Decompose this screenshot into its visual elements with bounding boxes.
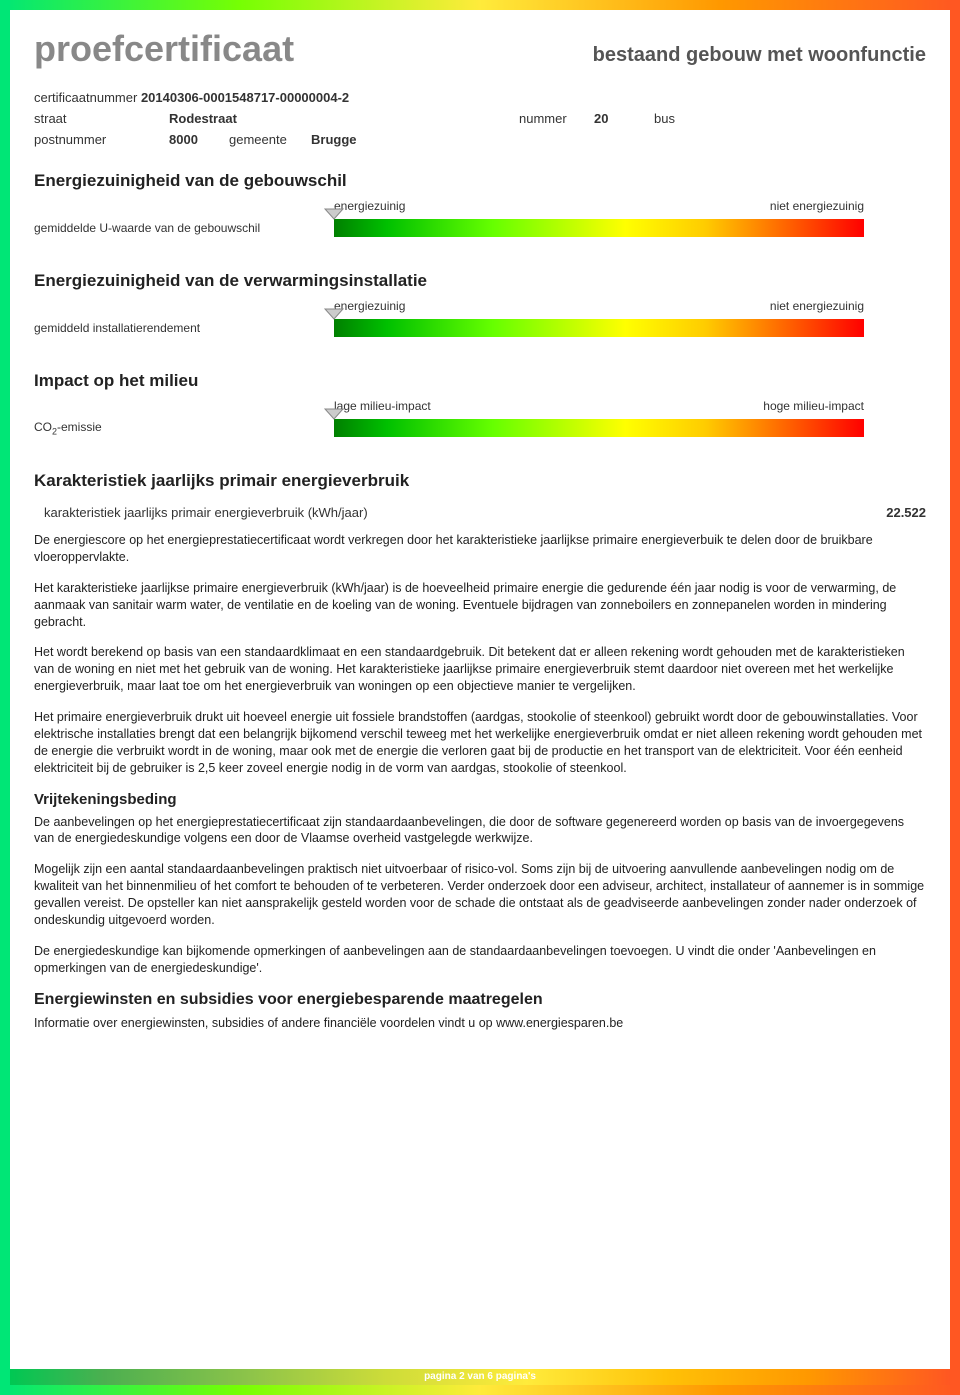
milieu-pointer-icon <box>324 408 344 420</box>
vrijtekening-heading: Vrijtekeningsbeding <box>34 791 926 808</box>
milieu-scale-labels: lage milieu-impact hoge milieu-impact <box>334 399 864 413</box>
section-karakteristiek-heading: Karakteristiek jaarlijks primair energie… <box>34 471 926 491</box>
milieu-caption: CO2-emissie <box>34 420 334 436</box>
bus-label: bus <box>654 111 704 126</box>
certnr-label: certificaatnummer <box>34 90 137 105</box>
kwh-value: 22.522 <box>886 505 926 520</box>
doc-subtitle: bestaand gebouw met woonfunctie <box>593 44 926 67</box>
section-schil-heading: Energiezuinigheid van de gebouwschil <box>34 171 926 191</box>
milieu-right-label: hoge milieu-impact <box>763 399 864 413</box>
vrijtekening-p1: De aanbevelingen op het energieprestatie… <box>34 814 926 848</box>
kwh-row: karakteristiek jaarlijks primair energie… <box>44 505 926 520</box>
section-verwarming-heading: Energiezuinigheid van de verwarmingsinst… <box>34 271 926 291</box>
gemeente-label: gemeente <box>229 132 311 147</box>
milieu-scale-row: CO2-emissie <box>34 419 926 437</box>
schil-right-label: niet energiezuinig <box>770 199 864 213</box>
section-milieu-heading: Impact op het milieu <box>34 371 926 391</box>
schil-pointer-icon <box>324 208 344 220</box>
kwh-label: karakteristiek jaarlijks primair energie… <box>44 505 368 520</box>
vrijtekening-p3: De energiedeskundige kan bijkomende opme… <box>34 943 926 977</box>
para-4: Het primaire energieverbruik drukt uit h… <box>34 709 926 777</box>
number-value: 20 <box>594 111 654 126</box>
schil-scale <box>334 219 864 237</box>
para-1: De energiescore op het energieprestatiec… <box>34 532 926 566</box>
energiewinsten-p1: Informatie over energiewinsten, subsidie… <box>34 1015 926 1032</box>
street-value: Rodestraat <box>169 111 519 126</box>
postnr-value: 8000 <box>169 132 229 147</box>
number-label: nummer <box>519 111 594 126</box>
milieu-scale <box>334 419 864 437</box>
border-right <box>950 0 960 1395</box>
footer-bar: pagina 2 van 6 pagina's <box>10 1369 950 1385</box>
verwarming-left-label: energiezuinig <box>334 299 405 313</box>
page: proefcertificaat bestaand gebouw met woo… <box>0 0 960 1395</box>
cert-address-row2: postnummer 8000 gemeente Brugge <box>34 132 926 147</box>
street-label: straat <box>34 111 169 126</box>
border-bottom <box>0 1385 960 1395</box>
footer-text: pagina 2 van 6 pagina's <box>424 1371 536 1382</box>
verwarming-caption: gemiddeld installatierendement <box>34 321 334 335</box>
verwarming-pointer-icon <box>324 308 344 320</box>
para-2: Het karakteristieke jaarlijkse primaire … <box>34 580 926 631</box>
border-left <box>0 0 10 1395</box>
doc-title: proefcertificaat <box>34 28 294 70</box>
vrijtekening-p2: Mogelijk zijn een aantal standaardaanbev… <box>34 861 926 929</box>
verwarming-gradient-bar <box>334 319 864 337</box>
milieu-gradient-bar <box>334 419 864 437</box>
schil-gradient-bar <box>334 219 864 237</box>
cert-address-row1: straat Rodestraat nummer 20 bus <box>34 111 926 126</box>
milieu-left-label: lage milieu-impact <box>334 399 431 413</box>
milieu-caption-suffix: -emissie <box>57 420 102 434</box>
verwarming-right-label: niet energiezuinig <box>770 299 864 313</box>
schil-caption: gemiddelde U-waarde van de gebouwschil <box>34 221 334 235</box>
certnr-value: 20140306-0001548717-00000004-2 <box>141 90 349 105</box>
schil-left-label: energiezuinig <box>334 199 405 213</box>
schil-scale-labels: energiezuinig niet energiezuinig <box>334 199 864 213</box>
milieu-caption-prefix: CO <box>34 420 52 434</box>
cert-number-row: certificaatnummer 20140306-0001548717-00… <box>34 90 926 105</box>
verwarming-scale-row: gemiddeld installatierendement <box>34 319 926 337</box>
verwarming-scale-labels: energiezuinig niet energiezuinig <box>334 299 864 313</box>
content-area: proefcertificaat bestaand gebouw met woo… <box>10 10 950 1385</box>
gemeente-value: Brugge <box>311 132 357 147</box>
border-top <box>0 0 960 10</box>
energiewinsten-heading: Energiewinsten en subsidies voor energie… <box>34 991 926 1009</box>
verwarming-scale <box>334 319 864 337</box>
para-3: Het wordt berekend op basis van een stan… <box>34 644 926 695</box>
header-row: proefcertificaat bestaand gebouw met woo… <box>34 28 926 70</box>
postnr-label: postnummer <box>34 132 169 147</box>
schil-scale-row: gemiddelde U-waarde van de gebouwschil <box>34 219 926 237</box>
